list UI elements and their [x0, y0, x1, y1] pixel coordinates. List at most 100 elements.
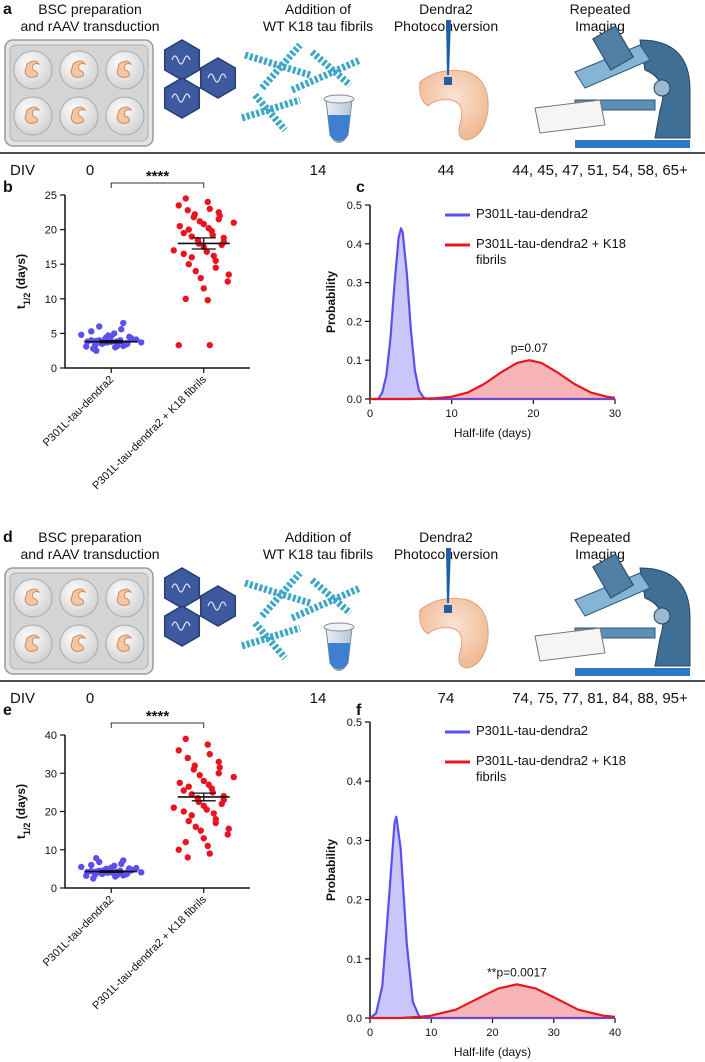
- virus: [163, 605, 201, 647]
- y-tick-label: 15: [45, 259, 57, 271]
- y-tick-label: 0: [51, 363, 57, 375]
- data-point: [120, 872, 127, 879]
- data-point: [180, 229, 187, 237]
- data-point: [188, 812, 195, 819]
- y-tick-label: 20: [45, 807, 57, 819]
- data-point: [170, 804, 177, 811]
- x-tick-label: 20: [486, 1027, 498, 1039]
- data-point: [197, 274, 204, 282]
- data-point: [182, 295, 189, 302]
- y-tick-label: 0: [51, 883, 57, 895]
- fibril: [252, 92, 288, 133]
- series-line: [370, 359, 616, 401]
- y-tick-label: 40: [45, 730, 57, 742]
- error-bar: [191, 792, 216, 802]
- step-label: Dendra2: [419, 529, 473, 545]
- y-tick-label: 0.4: [347, 239, 362, 251]
- roi: [444, 77, 452, 85]
- data-point: [224, 278, 231, 285]
- fibril: [290, 56, 362, 94]
- x-tick-label: P301L-tau-dendra2: [41, 374, 117, 450]
- fibril: [309, 577, 353, 616]
- step-label: WT K18 tau fibrils: [263, 18, 373, 34]
- data-point: [196, 771, 203, 779]
- legend-entry: P301L-tau-dendra2: [476, 723, 589, 738]
- virus: [199, 57, 237, 99]
- y-axis-label: Probability: [324, 839, 338, 901]
- tube-cap: [323, 94, 355, 104]
- fibril: [243, 51, 312, 79]
- legend-label: P301L-tau-dendra2 + K18 fibrils: [476, 236, 626, 267]
- data-point: [176, 222, 183, 230]
- panel-label: b: [3, 179, 13, 196]
- series-line: [370, 227, 615, 401]
- series-line: [370, 983, 616, 1020]
- x-tick-label: 20: [527, 408, 539, 420]
- y-tick-label: 10: [45, 294, 57, 306]
- virus-dna: [171, 621, 191, 631]
- data-point: [105, 332, 112, 339]
- timeline-label: DIV: [10, 162, 35, 179]
- step-label: Repeated: [570, 1, 631, 17]
- step-label: Photoconversion: [394, 546, 498, 562]
- data-point: [204, 296, 211, 304]
- virus-dna: [171, 583, 191, 593]
- fibril: [309, 49, 353, 88]
- y-tick-label: 0.0: [347, 1013, 362, 1025]
- fibril: [259, 570, 303, 619]
- data-point: [175, 341, 182, 349]
- data-point: [83, 343, 90, 350]
- data-point: [197, 827, 204, 834]
- step-label: Addition of: [285, 529, 351, 545]
- y-label-rest: (days): [14, 254, 28, 293]
- slice: [24, 60, 41, 78]
- fibril: [252, 620, 288, 661]
- timeline-tick: 14: [310, 690, 327, 707]
- x-axis-label: Half-life (days): [454, 426, 531, 440]
- slice: [24, 106, 41, 124]
- data-point: [185, 226, 192, 233]
- data-point: [133, 864, 140, 872]
- data-point: [176, 779, 183, 787]
- legend-label: P301L-tau-dendra2: [476, 723, 589, 738]
- tube-cap: [323, 622, 355, 632]
- data-point: [206, 850, 213, 857]
- roi: [444, 605, 452, 613]
- y-tick-label: 0.2: [347, 316, 362, 328]
- data-point: [78, 331, 85, 338]
- virus-dna: [207, 601, 227, 611]
- panel-label: d: [3, 529, 13, 546]
- x-tick-label: 10: [425, 1027, 437, 1039]
- data-point: [218, 800, 225, 808]
- data-point: [212, 264, 219, 271]
- data-point: [120, 319, 127, 327]
- x-tick-label: 0: [367, 408, 373, 420]
- step-label: and rAAV transduction: [20, 18, 159, 34]
- data-point: [215, 216, 222, 223]
- scope-base: [575, 140, 690, 148]
- data-point: [192, 267, 199, 275]
- virus: [163, 77, 201, 119]
- brain: [419, 69, 489, 141]
- slice: [24, 634, 41, 652]
- data-point: [210, 252, 217, 260]
- slice: [70, 634, 87, 652]
- x-tick-label: 40: [609, 1027, 621, 1039]
- legend-entry: P301L-tau-dendra2 + K18 fibrils: [476, 753, 626, 784]
- data-point: [120, 342, 127, 350]
- data-point: [184, 754, 191, 762]
- timeline-tick: 14: [310, 162, 327, 179]
- data-point: [182, 195, 189, 202]
- area-fill: [370, 360, 615, 399]
- data-point: [210, 810, 217, 817]
- data-point: [212, 257, 219, 264]
- slice: [70, 106, 87, 124]
- timeline-tick: 0: [86, 162, 94, 179]
- step-label: Repeated: [570, 529, 631, 545]
- data-point: [192, 823, 199, 830]
- data-point: [88, 328, 95, 335]
- data-point: [126, 865, 133, 872]
- data-point: [185, 817, 192, 825]
- data-point: [209, 789, 216, 796]
- slice: [116, 588, 133, 606]
